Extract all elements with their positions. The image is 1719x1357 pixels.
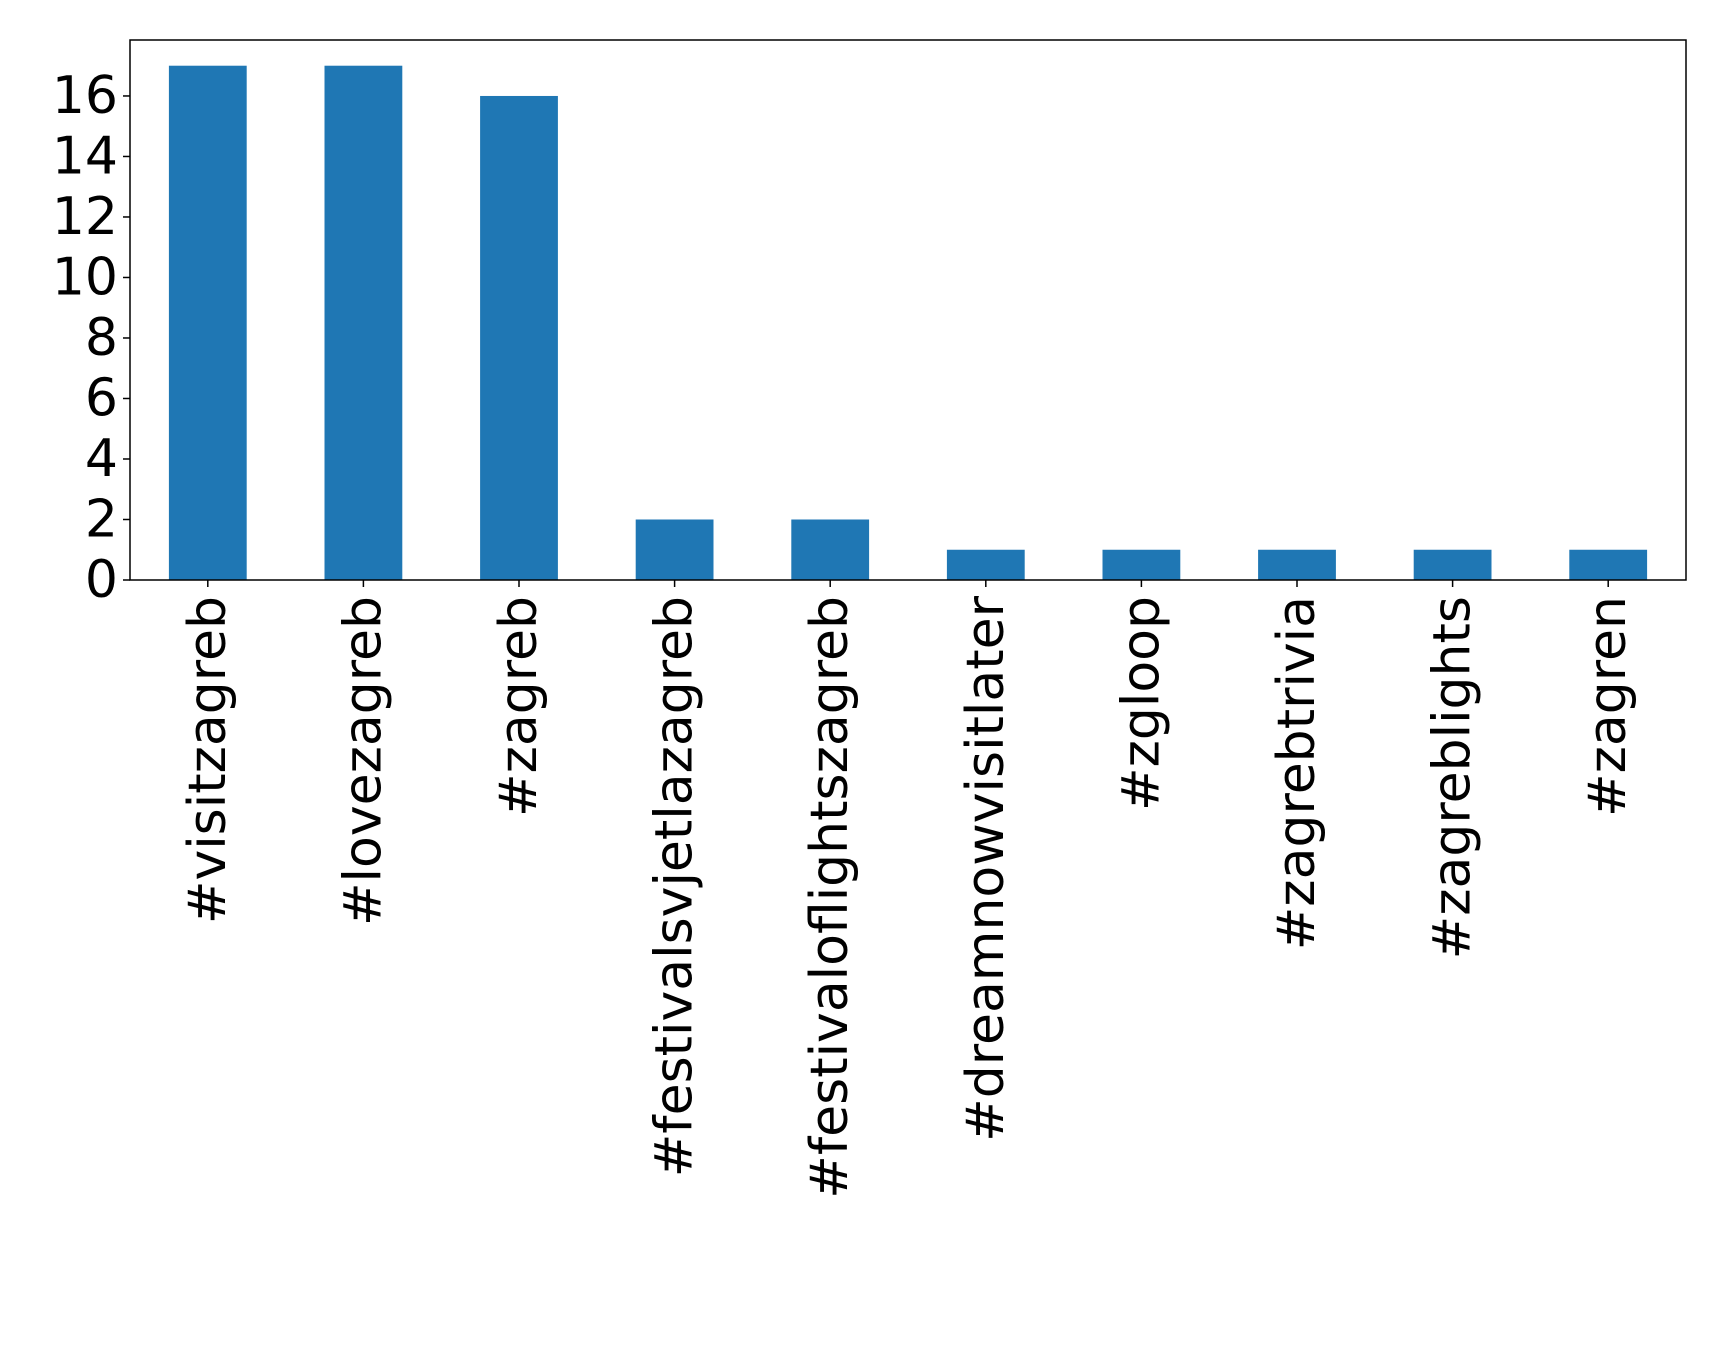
bar-lovezagreb	[324, 65, 403, 580]
bar-zgloop	[1102, 549, 1181, 580]
y-tick-label: 6	[85, 368, 118, 428]
x-tick-label: #zagrebtrivia	[1267, 596, 1327, 950]
bar-zagreb	[480, 95, 558, 581]
x-tick-label: #festivalsvjetlazagreb	[645, 596, 705, 1177]
bar-festivalsvjetlazagreb	[635, 519, 714, 580]
bar-visitzagreb	[168, 65, 247, 580]
bars-group	[168, 65, 1648, 581]
x-tick-label: #festivaloflightszagreb	[800, 596, 860, 1199]
y-tick-label: 0	[85, 550, 118, 610]
y-tick-label: 16	[52, 66, 118, 126]
plot-frame	[129, 39, 1687, 581]
x-tick-label: #visitzagreb	[178, 596, 238, 924]
x-tick-label: #lovezagreb	[333, 596, 393, 926]
y-tick-label: 10	[52, 247, 118, 307]
bar-festivaloflightszagreb	[791, 519, 870, 580]
x-tick-label: #zagren	[1578, 596, 1638, 817]
y-tick-label: 8	[85, 308, 118, 368]
bar-zagreblights	[1413, 549, 1492, 580]
bar-zagrebtrivia	[1258, 549, 1336, 580]
y-tick-label: 14	[52, 126, 118, 186]
bar-dreamnowvisitlater	[946, 549, 1025, 580]
bar-zagren	[1569, 549, 1648, 580]
x-tick-label: #zgloop	[1111, 596, 1171, 811]
x-tick-label: #zagreblights	[1423, 596, 1483, 959]
y-tick-label: 4	[85, 429, 118, 489]
x-tick-label: #dreamnowvisitlater	[956, 595, 1016, 1141]
y-tick-label: 2	[85, 489, 118, 549]
x-tick-label: #zagreb	[489, 596, 549, 817]
x-axis: #visitzagreb #lovezagreb #zagreb #festivals…	[178, 580, 1638, 1199]
y-tick-label: 12	[52, 187, 118, 247]
